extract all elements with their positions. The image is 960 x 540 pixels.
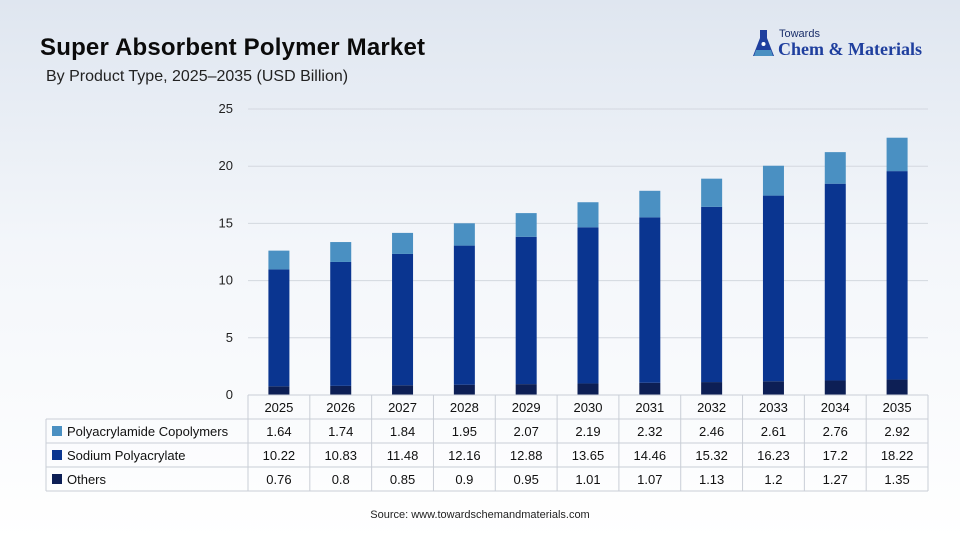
x-tick-label: 2029 xyxy=(512,400,541,415)
x-tick-label: 2025 xyxy=(264,400,293,415)
y-tick-label: 0 xyxy=(226,387,233,402)
y-tick-label: 5 xyxy=(226,330,233,345)
bar-segment xyxy=(453,245,475,385)
brand-logo: Towards Chem & Materials xyxy=(752,28,932,62)
bar-segment xyxy=(639,190,661,218)
bar-segment xyxy=(268,386,290,395)
y-tick-label: 10 xyxy=(219,273,233,288)
x-tick-label: 2027 xyxy=(388,400,417,415)
bar-segment xyxy=(824,183,846,381)
data-label: 0.8 xyxy=(332,472,350,487)
x-tick-label: 2035 xyxy=(883,400,912,415)
data-label: 10.83 xyxy=(324,448,357,463)
data-label: 0.95 xyxy=(514,472,539,487)
bar-segment xyxy=(515,213,537,237)
data-label: 1.74 xyxy=(328,424,353,439)
data-label: 2.07 xyxy=(514,424,539,439)
data-label: 1.2 xyxy=(764,472,782,487)
data-label: 12.16 xyxy=(448,448,481,463)
bar-segment xyxy=(639,382,661,395)
data-label: 0.76 xyxy=(266,472,291,487)
bar-segment xyxy=(392,253,414,386)
bar-segment xyxy=(886,171,908,380)
data-label: 1.01 xyxy=(575,472,600,487)
data-label: 12.88 xyxy=(510,448,543,463)
bar-segment xyxy=(577,202,599,228)
data-label: 17.2 xyxy=(823,448,848,463)
bar-segment xyxy=(515,384,537,395)
data-label: 16.23 xyxy=(757,448,790,463)
x-tick-label: 2026 xyxy=(326,400,355,415)
bar-segment xyxy=(515,236,537,385)
flask-icon xyxy=(753,30,774,56)
data-label: 2.19 xyxy=(575,424,600,439)
legend-swatch xyxy=(52,450,62,460)
bar-segment xyxy=(330,385,352,395)
data-label: 0.9 xyxy=(455,472,473,487)
bar-segment xyxy=(577,227,599,384)
data-label: 1.27 xyxy=(823,472,848,487)
data-label: 13.65 xyxy=(572,448,605,463)
legend-label: Sodium Polyacrylate xyxy=(67,448,186,463)
bar-segment xyxy=(453,384,475,395)
data-label: 1.35 xyxy=(884,472,909,487)
bar-segment xyxy=(762,195,784,382)
bar-segment xyxy=(577,383,599,395)
bar-segment xyxy=(392,232,414,254)
bar-segment xyxy=(762,381,784,395)
legend-swatch xyxy=(52,426,62,436)
bar-segment xyxy=(330,242,352,262)
legend-label: Others xyxy=(67,472,107,487)
data-label: 2.76 xyxy=(823,424,848,439)
x-tick-label: 2032 xyxy=(697,400,726,415)
bar-segment xyxy=(639,217,661,383)
bar-segment xyxy=(824,380,846,395)
data-label: 1.64 xyxy=(266,424,291,439)
data-label: 0.85 xyxy=(390,472,415,487)
data-label: 10.22 xyxy=(263,448,296,463)
data-label: 14.46 xyxy=(634,448,667,463)
legend-swatch xyxy=(52,474,62,484)
chart-title: Super Absorbent Polymer Market xyxy=(40,34,426,61)
logo-brand-text: Chem & Materials xyxy=(778,39,922,59)
bar-segment xyxy=(701,382,723,395)
x-tick-label: 2028 xyxy=(450,400,479,415)
data-label: 2.46 xyxy=(699,424,724,439)
bar-segment xyxy=(886,137,908,172)
bar-segment xyxy=(824,152,846,184)
data-label: 2.92 xyxy=(884,424,909,439)
x-tick-label: 2034 xyxy=(821,400,850,415)
x-tick-label: 2031 xyxy=(635,400,664,415)
data-label: 11.48 xyxy=(387,448,419,463)
y-tick-label: 20 xyxy=(219,158,233,173)
legend-label: Polyacrylamide Copolymers xyxy=(67,424,229,439)
y-tick-label: 15 xyxy=(219,215,233,230)
bar-segment xyxy=(268,250,290,270)
bar-segment xyxy=(330,261,352,386)
logo-towards-text: Towards xyxy=(779,28,820,40)
bar-segment xyxy=(453,223,475,246)
data-label: 1.95 xyxy=(452,424,477,439)
bar-segment xyxy=(762,165,784,196)
x-tick-label: 2030 xyxy=(574,400,603,415)
chart-subtitle: By Product Type, 2025–2035 (USD Billion) xyxy=(46,68,349,85)
data-label: 15.32 xyxy=(695,448,728,463)
data-label: 2.61 xyxy=(761,424,786,439)
y-tick-label: 25 xyxy=(219,101,233,116)
data-label: 1.13 xyxy=(699,472,724,487)
bar-segment xyxy=(268,269,290,387)
bar-segment xyxy=(392,385,414,395)
source-note: Source: www.towardschemandmaterials.com xyxy=(370,509,590,521)
data-label: 18.22 xyxy=(881,448,914,463)
bar-segment xyxy=(886,379,908,395)
data-label: 1.84 xyxy=(390,424,415,439)
bar-segment xyxy=(701,206,723,383)
bar-segment xyxy=(701,178,723,207)
data-label: 1.07 xyxy=(637,472,662,487)
x-tick-label: 2033 xyxy=(759,400,788,415)
data-label: 2.32 xyxy=(637,424,662,439)
